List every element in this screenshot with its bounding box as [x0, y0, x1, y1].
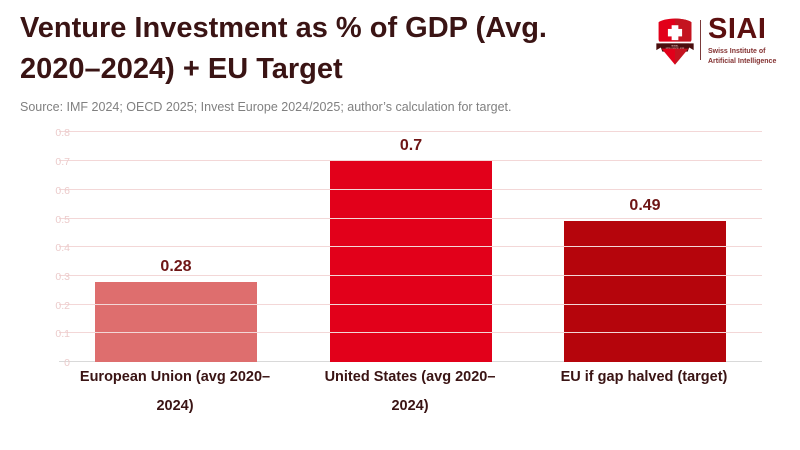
svg-text:MODEL: MODEL: [672, 45, 680, 47]
